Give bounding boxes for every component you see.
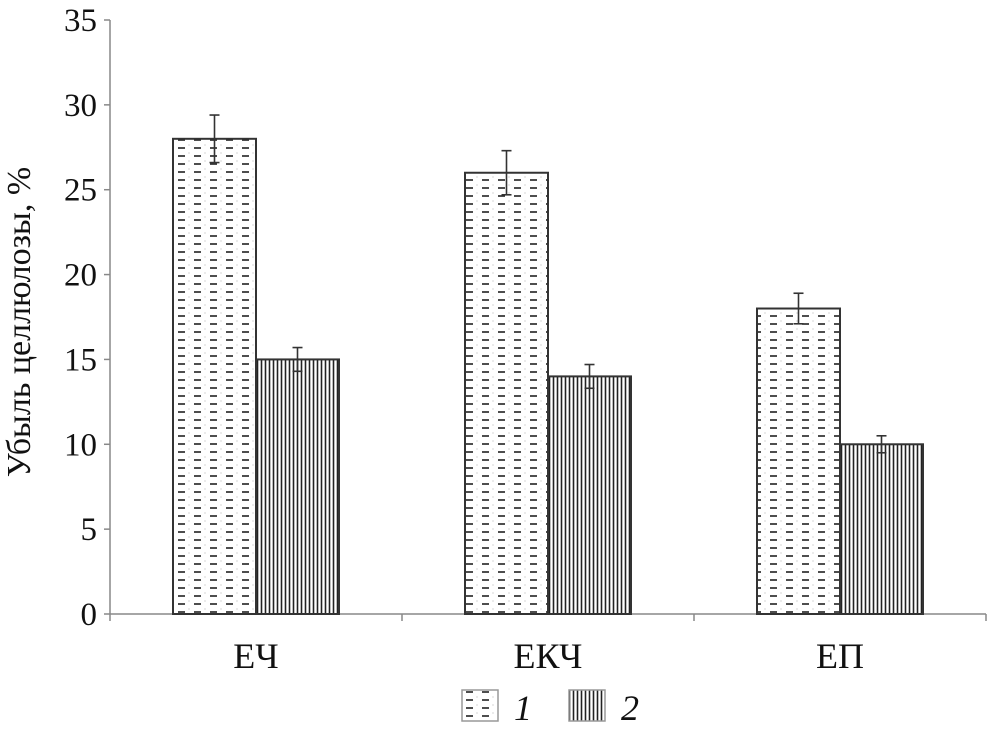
y-tick-label: 10 (64, 427, 97, 463)
labels: 0 5 10 15 20 25 30 35 ЕЧ ЕКЧ ЕП (64, 3, 864, 676)
bar-series-2-ЕП (839, 443, 924, 615)
legend-swatch-2 (568, 689, 606, 722)
y-tick-label: 20 (64, 258, 97, 294)
y-tick-label: 0 (81, 597, 98, 633)
x-tick-label: ЕЧ (233, 636, 278, 676)
bar-series-1-ЕКЧ (464, 171, 549, 615)
bar-series-2-ЕКЧ (547, 375, 632, 615)
bar-series-1-ЕП (756, 307, 841, 615)
y-tick-label: 25 (64, 173, 97, 209)
bars (172, 114, 924, 616)
legend-swatch-1 (461, 689, 499, 722)
x-tick-label: ЕКЧ (514, 636, 583, 676)
y-tick-label: 30 (64, 88, 97, 124)
y-tick-label: 5 (81, 512, 98, 548)
bar-series-1-ЕЧ (172, 137, 257, 616)
x-tick-label: ЕП (816, 636, 864, 676)
legend-label-2: 2 (621, 688, 639, 728)
bar-series-2-ЕЧ (255, 358, 340, 615)
y-tick-label: 35 (64, 3, 97, 39)
legend-label-1: 1 (514, 688, 532, 728)
y-axis-label: Убыль целлюлозы, % (1, 167, 38, 477)
y-tick-label: 15 (64, 342, 97, 378)
